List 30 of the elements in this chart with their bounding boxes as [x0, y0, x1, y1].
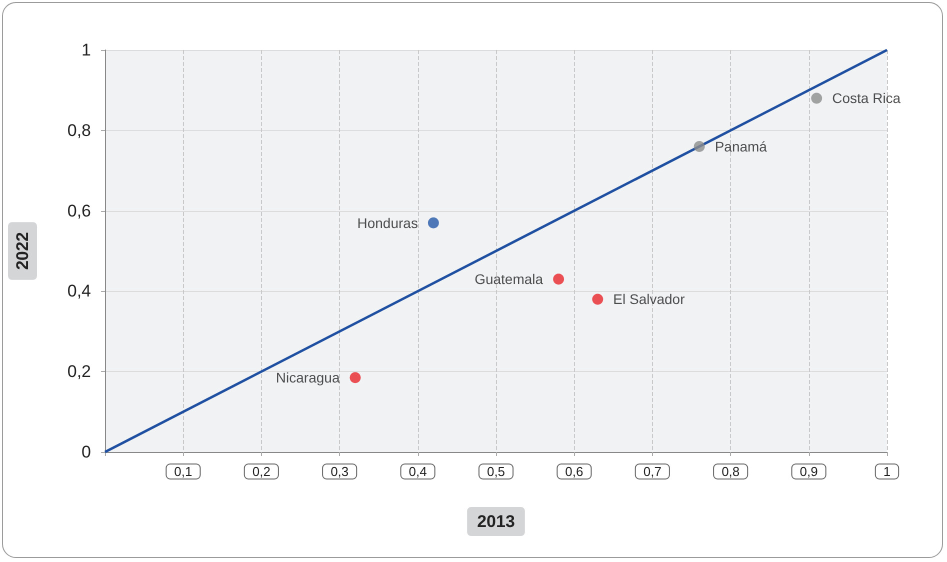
series-label: El Salvador — [613, 291, 686, 308]
point — [592, 294, 604, 305]
x-tick-label: 0,4 — [408, 464, 427, 479]
x-tick-label: 0,6 — [565, 464, 584, 479]
series-label: Panamá — [714, 138, 768, 154]
y-tick-label: 0 — [82, 442, 91, 462]
point — [428, 217, 439, 228]
series-label: Guatemala — [474, 271, 544, 288]
point — [553, 274, 564, 285]
y-axis-title: 2022 — [13, 232, 32, 270]
y-tick-label: 1 — [82, 40, 91, 60]
x-tick-label: 0,7 — [643, 464, 662, 479]
series-label: Honduras — [357, 214, 418, 231]
x-tick-label: 0,3 — [330, 464, 349, 479]
series-label: Costa Rica — [832, 90, 901, 106]
y-tick-label: 0,4 — [67, 282, 91, 301]
x-tick-label: 0,5 — [486, 464, 506, 479]
x-tick-label: 0,9 — [800, 464, 818, 479]
x-tick-label: 0,2 — [252, 464, 270, 479]
point — [811, 92, 822, 104]
x-tick-label: 0,1 — [174, 464, 192, 479]
point — [694, 140, 705, 152]
x-tick-label: 0,8 — [722, 464, 740, 479]
y-tick-label: 0,6 — [67, 201, 91, 220]
y-tick-label: 0,8 — [67, 120, 91, 140]
x-tick-label: 1 — [883, 464, 891, 479]
y-tick-label: 0,2 — [67, 362, 91, 382]
series-label: Nicaragua — [276, 370, 340, 386]
x-axis-title: 2013 — [477, 512, 515, 531]
point — [350, 372, 361, 384]
